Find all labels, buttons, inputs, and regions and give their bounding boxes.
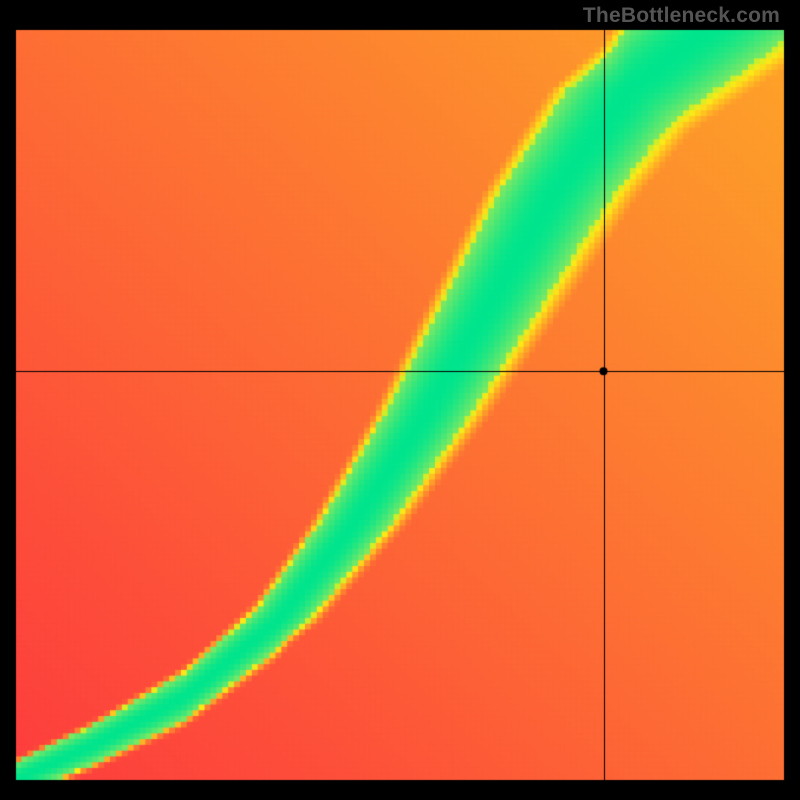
watermark-text: TheBottleneck.com bbox=[583, 4, 780, 28]
bottleneck-heatmap bbox=[0, 0, 800, 800]
figure-wrap: TheBottleneck.com bbox=[0, 0, 800, 800]
